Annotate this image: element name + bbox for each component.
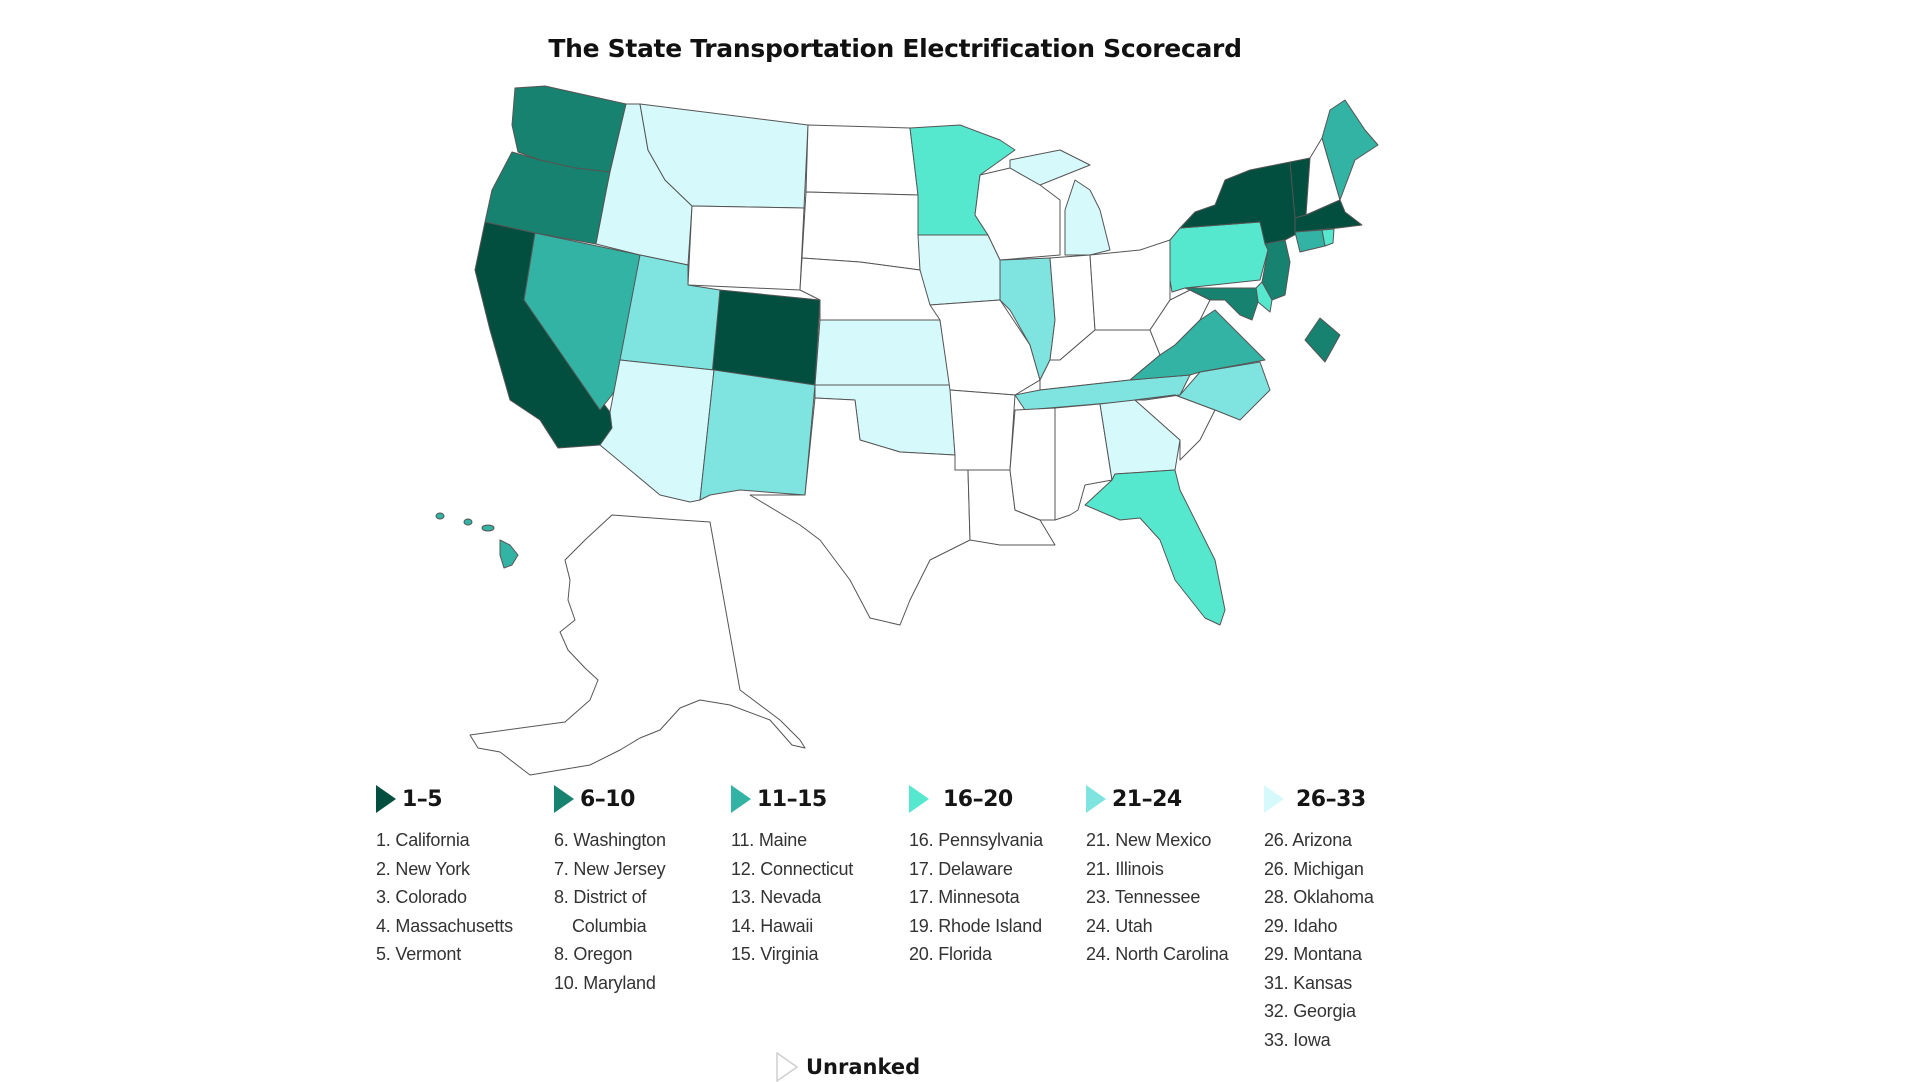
map-title: The State Transportation Electrification… <box>548 34 1242 63</box>
unranked-triangle-icon <box>776 1052 798 1082</box>
state-ND[interactable] <box>805 124 919 196</box>
legend-item: 17. Minnesota <box>909 887 1020 907</box>
state-HI-group[interactable] <box>435 512 519 569</box>
state-VA[interactable] <box>1129 309 1266 381</box>
legend-range: 26–33 <box>1296 786 1366 812</box>
state-AR[interactable] <box>949 389 1016 471</box>
us-choropleth-map <box>435 85 1379 776</box>
legend-triangle-icon <box>1086 785 1106 813</box>
legend-triangle-icon <box>554 785 574 813</box>
state-FL[interactable] <box>1084 469 1226 626</box>
legend-item: 26. Michigan <box>1264 858 1364 879</box>
unranked-label: Unranked <box>806 1055 921 1079</box>
legend-triangle-icon <box>731 785 751 813</box>
legend-item: 11. Maine <box>731 830 807 850</box>
legend-item: 8. Oregon <box>554 944 633 964</box>
legend-item: 19. Rhode Island <box>909 915 1042 936</box>
state-OH[interactable] <box>1089 239 1171 331</box>
state-RI[interactable] <box>1321 228 1335 247</box>
state-AK[interactable] <box>469 514 806 776</box>
state-MS[interactable] <box>1009 407 1056 521</box>
state-KS[interactable] <box>814 319 951 386</box>
legend-item: 10. Maryland <box>554 972 656 993</box>
state-MI-lower[interactable] <box>1064 179 1111 256</box>
legend-range: 21–24 <box>1112 786 1182 812</box>
legend-item: 21. Illinois <box>1086 858 1164 879</box>
legend-item: 13. Nevada <box>731 887 822 907</box>
legend-group-1: 1–5 1. California 2. New York 3. Colorad… <box>376 782 551 969</box>
legend-item: 21. New Mexico <box>1086 830 1212 850</box>
legend-item: 33. Iowa <box>1264 1029 1331 1050</box>
legend-item: 28. Oklahoma <box>1264 887 1374 907</box>
legend-group-4: 16–20 16. Pennsylvania 17. Delaware 17. … <box>909 782 1084 969</box>
legend-group-3: 11–15 11. Maine 12. Connecticut 13. Neva… <box>731 782 906 969</box>
legend-triangle-icon <box>376 785 396 813</box>
state-HI <box>463 518 473 526</box>
state-CT[interactable] <box>1294 229 1326 253</box>
legend-item: 15. Virginia <box>731 944 819 964</box>
legend-item: Columbia <box>572 915 647 936</box>
state-CO[interactable] <box>711 289 821 386</box>
state-WY[interactable] <box>687 205 805 291</box>
state-ME[interactable] <box>1321 99 1379 201</box>
state-NM[interactable] <box>699 369 816 501</box>
state-TX[interactable] <box>749 397 971 626</box>
legend-range: 16–20 <box>943 786 1013 812</box>
state-MO[interactable] <box>929 299 1041 396</box>
legend-group-5: 21–24 21. New Mexico 21. Illinois 23. Te… <box>1086 782 1261 969</box>
state-IA[interactable] <box>917 234 1001 306</box>
legend-item: 31. Kansas <box>1264 972 1353 993</box>
legend-item: 12. Connecticut <box>731 858 854 879</box>
legend-triangle-icon <box>1264 785 1284 813</box>
legend-range: 1–5 <box>402 786 443 812</box>
state-DE[interactable] <box>1255 281 1273 313</box>
state-HI[interactable] <box>499 539 519 569</box>
legend-item: 5. Vermont <box>376 944 462 964</box>
legend-item: 3. Colorado <box>376 887 467 907</box>
legend-item: 17. Delaware <box>909 858 1013 879</box>
state-NC[interactable] <box>1134 361 1271 421</box>
legend-item: 7. New Jersey <box>554 858 666 879</box>
state-HI <box>481 524 495 532</box>
state-MI[interactable] <box>1009 149 1091 186</box>
legend-item: 1. California <box>376 830 470 850</box>
legend-item: 24. North Carolina <box>1086 944 1229 964</box>
state-MD[interactable] <box>1184 287 1259 321</box>
legend-triangle-icon <box>909 785 929 813</box>
state-PA[interactable] <box>1169 221 1269 293</box>
legend-range: 6–10 <box>580 786 635 812</box>
legend-range: 11–15 <box>757 786 827 812</box>
legend-group-6: 26–33 26. Arizona 26. Michigan 28. Oklah… <box>1264 782 1439 1054</box>
legend-item: 26. Arizona <box>1264 830 1352 850</box>
legend-item: 2. New York <box>376 858 470 879</box>
legend-item: 4. Massachusetts <box>376 915 513 936</box>
legend-item: 32. Georgia <box>1264 1001 1356 1021</box>
state-HI <box>435 512 445 520</box>
legend-item: 8. District of <box>554 887 647 907</box>
legend-unranked: Unranked <box>776 1052 920 1082</box>
legend-item: 29. Montana <box>1264 944 1362 964</box>
legend-item: 14. Hawaii <box>731 915 814 936</box>
legend-group-2: 6–10 6. Washington 7. New Jersey 8. Dist… <box>554 782 729 997</box>
state-NJ[interactable] <box>1261 239 1291 301</box>
legend-item: 23. Tennessee <box>1086 887 1201 907</box>
legend-item: 29. Idaho <box>1264 915 1338 936</box>
state-AZ[interactable] <box>599 359 715 503</box>
legend-item: 16. Pennsylvania <box>909 830 1043 850</box>
state-DC[interactable] <box>1304 317 1341 363</box>
legend-item: 20. Florida <box>909 944 992 964</box>
state-SD[interactable] <box>801 191 921 271</box>
legend-item: 24. Utah <box>1086 915 1153 936</box>
legend-item: 6. Washington <box>554 830 666 850</box>
